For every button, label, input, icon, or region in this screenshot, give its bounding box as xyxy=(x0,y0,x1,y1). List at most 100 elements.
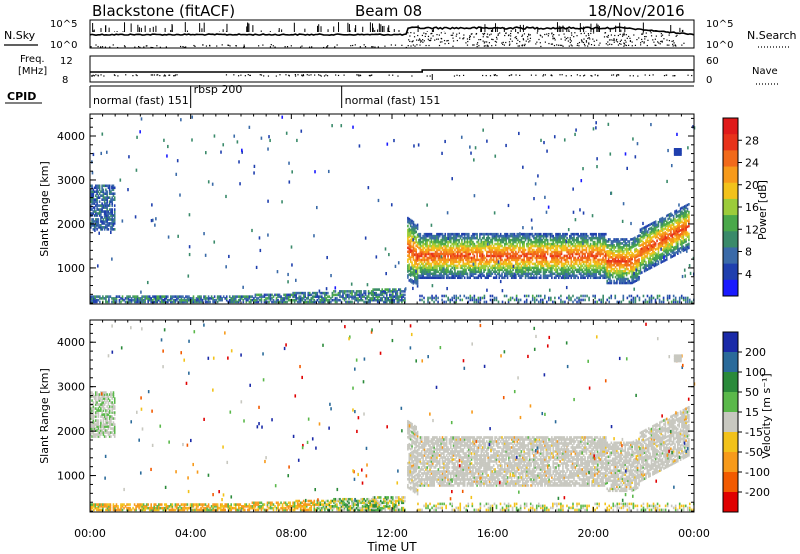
heatmap-cell xyxy=(479,236,481,240)
heatmap-cell xyxy=(349,291,352,295)
heatmap-cell xyxy=(419,266,422,270)
heatmap-cell xyxy=(542,240,545,244)
heatmap-cell xyxy=(643,255,646,259)
heatmap-cell xyxy=(447,264,449,268)
heatmap-cell xyxy=(450,258,452,262)
heatmap-cell xyxy=(461,252,463,256)
nsearch-point xyxy=(462,38,464,40)
heatmap-cell xyxy=(416,277,419,280)
nsearch-point xyxy=(409,35,411,37)
heatmap-cell xyxy=(513,276,516,280)
heatmap-cell xyxy=(667,235,669,239)
heatmap-cell xyxy=(186,300,189,304)
heatmap-cell xyxy=(440,276,442,280)
heatmap-cell xyxy=(438,240,441,244)
heatmap-cell xyxy=(526,242,528,246)
heatmap-cell xyxy=(541,260,543,264)
heatmap-cell xyxy=(503,246,506,250)
heatmap-cell xyxy=(474,272,477,276)
heatmap-cell xyxy=(461,266,463,270)
heatmap-cell xyxy=(419,242,422,246)
heatmap-cell xyxy=(573,248,575,252)
heatmap-cell xyxy=(618,254,621,257)
heatmap-cell xyxy=(301,297,303,300)
heatmap-cell xyxy=(649,237,651,240)
heatmap-cell xyxy=(411,227,413,231)
heatmap-cell xyxy=(429,272,431,276)
heatmap-cell xyxy=(672,222,675,226)
heatmap-cell xyxy=(517,256,520,260)
heatmap-cell xyxy=(548,232,550,236)
heatmap-cell xyxy=(539,276,542,280)
heatmap-cell xyxy=(484,246,487,250)
nsearch-point xyxy=(673,42,675,44)
heatmap-cell xyxy=(574,238,577,242)
heatmap-cell xyxy=(412,256,415,259)
heatmap-cell xyxy=(519,266,521,270)
heatmap-cell xyxy=(483,232,485,236)
heatmap-cell xyxy=(298,298,300,302)
heatmap-cell xyxy=(557,236,560,240)
heatmap-cell xyxy=(618,275,621,279)
heatmap-cell xyxy=(458,250,460,254)
cpid-segment-label: normal (fast) 151 xyxy=(93,94,189,107)
heatmap-cell xyxy=(566,264,568,268)
heatmap-cell xyxy=(606,259,609,263)
heatmap-cell xyxy=(412,248,415,252)
heatmap-cell xyxy=(497,268,499,272)
heatmap-cell xyxy=(537,252,539,256)
heatmap-cell xyxy=(577,244,579,248)
nsearch-point xyxy=(407,32,409,34)
heatmap-cell xyxy=(495,266,498,270)
heatmap-cell xyxy=(598,262,600,266)
heatmap-cell xyxy=(503,274,506,278)
heatmap-cell xyxy=(605,276,607,280)
heatmap-cell xyxy=(592,242,595,246)
heatmap-cell xyxy=(560,276,563,280)
heatmap-cell xyxy=(628,263,631,267)
heatmap-cell xyxy=(494,266,496,270)
heatmap-cell xyxy=(278,293,281,297)
nsearch-point xyxy=(455,35,457,37)
heatmap-cell xyxy=(469,260,471,264)
heatmap-cell xyxy=(250,300,252,304)
heatmap-cell xyxy=(672,228,675,232)
heatmap-cell xyxy=(277,293,279,297)
heatmap-cell xyxy=(416,227,419,231)
heatmap-cell xyxy=(650,264,653,267)
heatmap-cell xyxy=(451,242,453,246)
nsearch-point xyxy=(413,36,416,38)
heatmap-cell xyxy=(564,272,567,276)
nsearch-point xyxy=(515,36,517,38)
nsearch-point xyxy=(634,44,637,46)
heatmap-cell xyxy=(422,274,424,278)
heatmap-cell xyxy=(524,268,527,272)
heatmap-cell xyxy=(544,256,546,260)
heatmap-cell xyxy=(286,297,288,300)
heatmap-cell xyxy=(260,295,263,298)
heatmap-cell xyxy=(250,298,252,302)
heatmap-cell xyxy=(357,300,359,304)
heatmap-cell xyxy=(447,252,449,256)
heatmap-cell xyxy=(440,250,442,254)
heatmap-cell xyxy=(430,246,433,250)
heatmap-cell xyxy=(528,260,531,264)
heatmap-cell xyxy=(621,271,624,275)
heatmap-cell xyxy=(634,260,636,263)
heatmap-cell xyxy=(510,232,513,236)
heatmap-cell xyxy=(441,232,444,236)
heatmap-cell xyxy=(671,239,674,243)
nave-point xyxy=(159,74,161,77)
heatmap-cell xyxy=(485,254,488,258)
heatmap-cell xyxy=(242,295,245,298)
heatmap-cell xyxy=(420,268,423,272)
heatmap-cell xyxy=(454,276,456,280)
heatmap-cell xyxy=(215,298,217,302)
nsearch-point xyxy=(182,46,184,48)
heatmap-cell xyxy=(415,254,418,257)
heatmap-cell xyxy=(591,244,593,248)
heatmap-cell xyxy=(598,252,600,256)
heatmap-cell xyxy=(438,268,441,272)
nsearch-point xyxy=(644,35,646,38)
heatmap-cell xyxy=(452,276,455,280)
